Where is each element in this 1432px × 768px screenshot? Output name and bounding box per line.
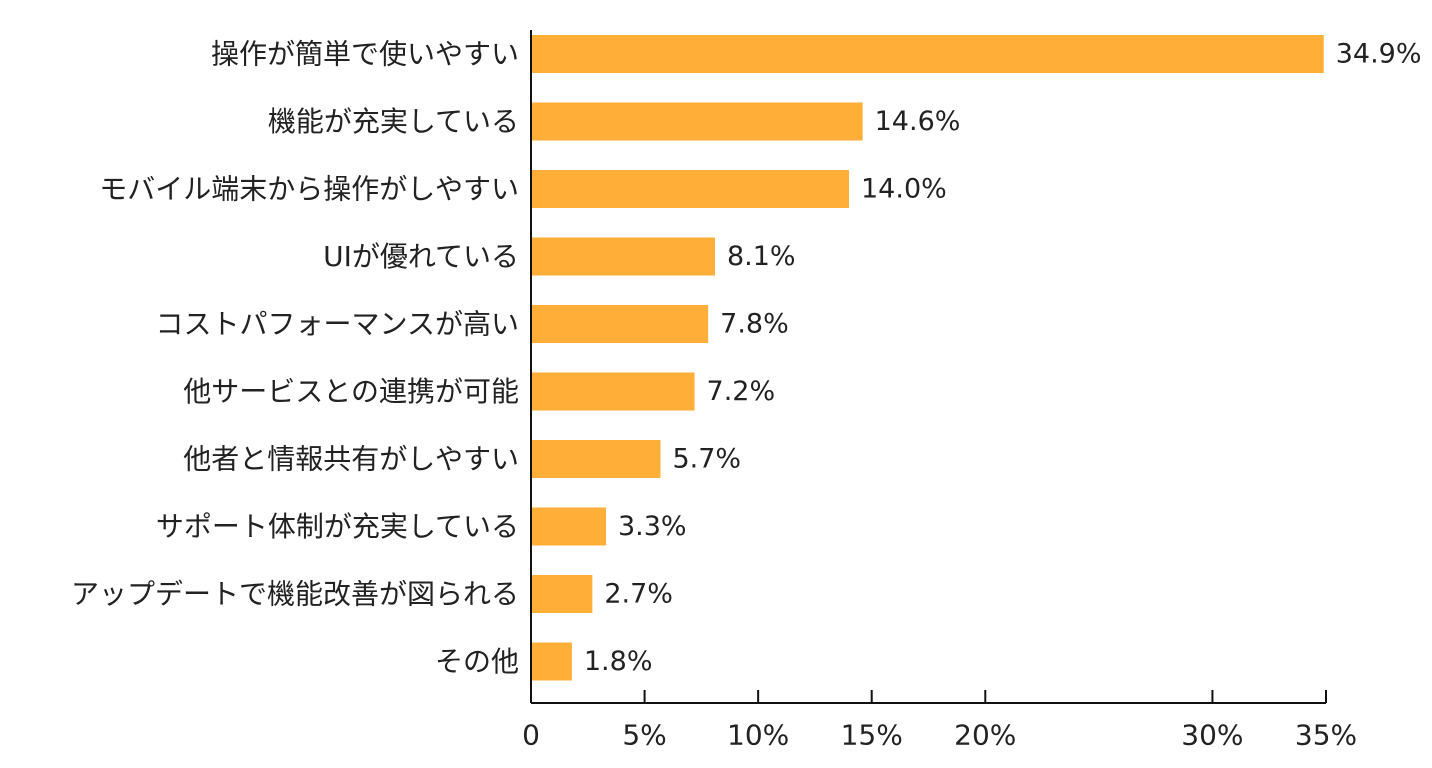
value-label-2: 14.6% [875,106,961,137]
value-label-7: 5.7% [672,444,741,475]
value-label-8: 3.3% [618,511,687,542]
bars-layer [531,35,1324,681]
bar-3 [531,170,849,208]
x-tick-label-5: 20% [954,719,1016,752]
x-tick-label-2: 5% [622,719,666,752]
x-tick-label-4: 15% [841,719,903,752]
bar-4 [531,237,715,276]
category-label-9: アップデートで機能改善が図られる [71,578,519,611]
bar-2 [531,102,863,141]
bar-1 [531,35,1324,73]
bar-9 [531,575,593,613]
bar-8 [531,507,606,546]
bar-5 [531,305,709,343]
category-label-4: UIが優れている [323,240,519,273]
bar-7 [531,440,661,478]
category-label-6: 他サービスとの連携が可能 [183,375,519,408]
category-label-1: 操作が簡単で使いやすい [211,38,519,71]
x-tick-label-3: 10% [727,719,789,752]
value-label-3: 14.0% [861,174,947,205]
category-label-2: 機能が充実している [268,105,519,138]
value-label-10: 1.8% [584,646,653,677]
category-label-10: その他 [435,645,519,678]
value-label-4: 8.1% [727,241,796,272]
bar-10 [531,642,572,681]
x-tick-label-1: 0 [522,719,540,752]
value-label-9: 2.7% [604,579,673,610]
value-labels: 34.9% 14.6% 14.0% 8.1% 7.8% 7.2% 5.7% 3.3% 2.7% 1… [584,39,1422,678]
value-label-1: 34.9% [1336,39,1422,70]
x-tick-label-7: 35% [1295,719,1357,752]
category-label-5: コストパフォーマンスが高い [156,308,519,341]
x-axis: 0 5% 10% 15% 20% 30% 35% [522,30,1357,752]
category-label-7: 他者と情報共有がしやすい [183,443,519,476]
category-label-8: サポート体制が充実している [156,510,519,543]
x-tick-label-6: 30% [1181,719,1243,752]
value-label-6: 7.2% [707,376,776,407]
category-label-3: モバイル端末から操作がしやすい [99,173,519,206]
value-label-5: 7.8% [720,309,789,340]
bar-6 [531,372,695,411]
